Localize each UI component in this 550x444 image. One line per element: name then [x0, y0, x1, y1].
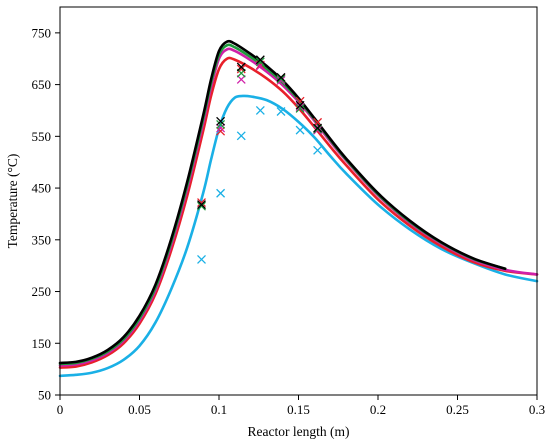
- series-9-marker: [276, 72, 286, 82]
- series-5-marker: [197, 254, 206, 264]
- series-9-marker: [295, 100, 305, 110]
- series-8-marker: [216, 119, 226, 129]
- series-5-marker: [236, 131, 246, 141]
- series-7-marker: [276, 76, 286, 85]
- x-tick-label: 0.3: [529, 402, 545, 417]
- plot-frame: [59, 6, 538, 396]
- series-6-marker: [216, 126, 226, 136]
- y-axis: 50 150 250 350 450 550 650 750: [32, 25, 60, 403]
- series-9-marker: [236, 62, 246, 72]
- y-tick-label: 150: [32, 336, 52, 351]
- series-8-marker: [313, 124, 323, 134]
- series-5-marker: [216, 188, 226, 198]
- y-axis-title: Temperature (°C): [5, 154, 20, 249]
- x-tick-label: 0.2: [370, 402, 386, 417]
- series-8-marker: [295, 103, 305, 113]
- series-6-marker: [197, 198, 206, 208]
- x-axis-title: Reactor length (m): [248, 424, 350, 439]
- x-tick-label: 0: [57, 402, 64, 417]
- series-4-line: [58, 39, 507, 365]
- series-7-marker: [216, 123, 226, 133]
- series-8-marker: [276, 74, 286, 84]
- series-9-marker: [255, 55, 265, 65]
- y-tick-label: 350: [32, 232, 52, 247]
- x-tick-label: 0.25: [446, 402, 469, 417]
- x-tick-label: 0.05: [128, 402, 151, 417]
- series-0-line: [58, 94, 539, 378]
- y-tick-label: 550: [32, 129, 52, 144]
- y-tick-label: 50: [38, 388, 51, 403]
- plot-area: [58, 39, 539, 378]
- y-tick-label: 250: [32, 284, 52, 299]
- series-8-marker: [197, 201, 206, 211]
- series-6-marker: [236, 64, 246, 74]
- y-tick-label: 450: [32, 181, 52, 196]
- y-tick-label: 650: [32, 77, 52, 92]
- series-5-marker: [295, 125, 305, 135]
- series-7-marker: [313, 125, 323, 135]
- series-5-marker: [313, 145, 323, 155]
- series-9-marker: [216, 116, 226, 126]
- x-axis: 0 0.05 0.1 0.15 0.2 0.25 0.3: [57, 395, 545, 417]
- series-9-marker: [313, 123, 323, 133]
- series-5-marker: [276, 107, 286, 116]
- y-tick-label: 750: [32, 25, 52, 40]
- series-5-marker: [255, 106, 265, 115]
- series-1-line: [58, 56, 539, 369]
- x-tick-label: 0.15: [287, 402, 310, 417]
- series-8-marker: [255, 57, 265, 67]
- series-9-marker: [197, 200, 206, 210]
- series-7-marker: [295, 102, 305, 112]
- x-tick-label: 0.1: [211, 402, 227, 417]
